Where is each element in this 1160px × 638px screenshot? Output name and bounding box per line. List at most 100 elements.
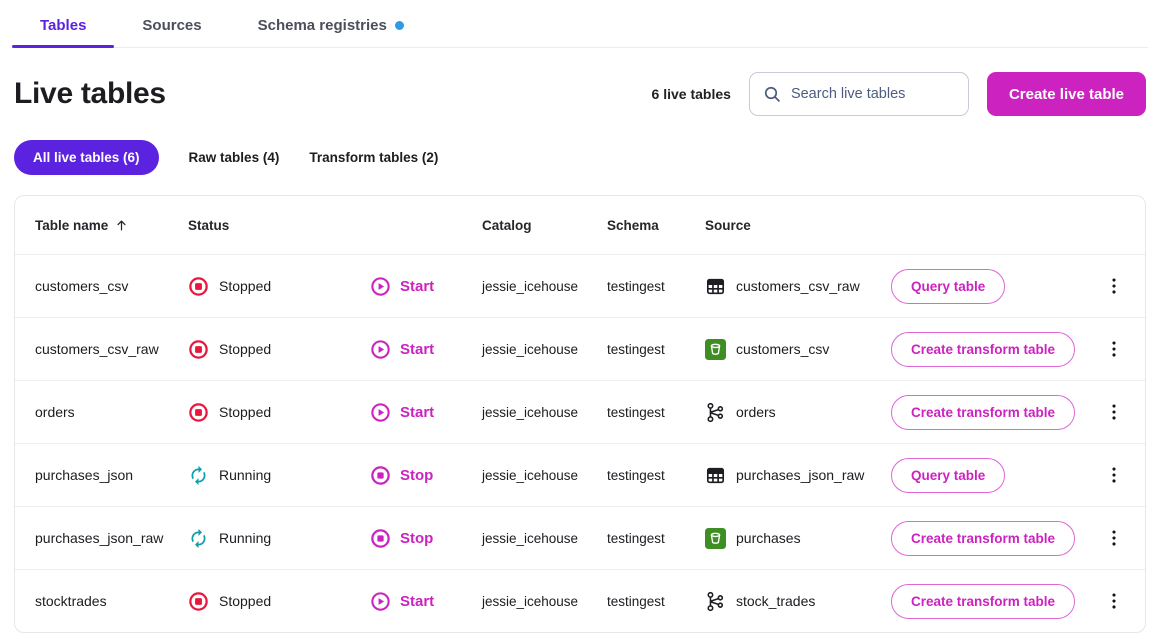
create-transform-table-button[interactable]: Create transform table (891, 583, 1076, 619)
stopped-icon (188, 276, 209, 297)
stopped-icon (188, 402, 209, 423)
query-table-button[interactable]: Query table (891, 457, 1006, 493)
tab-sources[interactable]: Sources (114, 0, 229, 47)
search-box[interactable] (748, 72, 969, 116)
page-header: Live tables 6 live tables Create live ta… (14, 72, 1146, 116)
schema-cell: testingest (607, 278, 665, 294)
top-tab-bar: Tables Sources Schema registries (12, 0, 1148, 48)
row-menu-kebab-icon[interactable] (1103, 527, 1125, 549)
filter-pill-label: Raw tables (4) (188, 150, 280, 165)
table-row: customers_csv Stopped Start jessie_iceho… (15, 254, 1145, 317)
sort-ascending-icon (117, 220, 126, 230)
table-row: purchases_json_raw Running Stop jessie_i… (15, 506, 1145, 569)
catalog-cell: jessie_icehouse (482, 404, 579, 420)
table-name-cell: purchases_json_raw (35, 530, 164, 546)
play-icon (370, 591, 391, 612)
column-header-source: Source (705, 217, 751, 233)
source-cell: customers_csv_raw (705, 276, 891, 297)
running-icon (188, 465, 209, 486)
column-header-catalog: Catalog (482, 217, 532, 233)
filter-pill-raw-tables-4[interactable]: Raw tables (4) (189, 140, 280, 175)
action-start[interactable]: Start (370, 402, 482, 423)
table-row: orders Stopped Start jessie_icehouse tes… (15, 380, 1145, 443)
play-icon (370, 276, 391, 297)
action-label: Start (400, 340, 435, 358)
action-start[interactable]: Start (370, 591, 482, 612)
search-input[interactable] (790, 86, 956, 102)
filter-pill-label: Transform tables (2) (309, 150, 439, 165)
status-cell: Running (188, 465, 370, 486)
notification-dot (394, 21, 404, 30)
tab-tables[interactable]: Tables (12, 0, 115, 48)
schema-cell: testingest (607, 530, 665, 546)
action-label: Start (400, 592, 435, 610)
table-name-cell: customers_csv (35, 278, 129, 294)
catalog-cell: jessie_icehouse (482, 467, 579, 483)
page-title: Live tables (14, 77, 166, 110)
source-label: stock_trades (736, 593, 816, 609)
status-label: Running (219, 530, 272, 546)
status-cell: Stopped (188, 591, 370, 612)
table-name-cell: purchases_json (35, 467, 134, 483)
filter-pill-all-live-tables-6[interactable]: All live tables (6) (14, 140, 159, 175)
tab-label: Sources (142, 17, 202, 34)
create-live-table-button[interactable]: Create live table (986, 72, 1146, 116)
column-header-schema: Schema (607, 217, 659, 233)
row-menu-kebab-icon[interactable] (1103, 590, 1125, 612)
source-label: orders (736, 404, 776, 420)
status-cell: Stopped (188, 402, 370, 423)
tab-label: Tables (40, 17, 87, 34)
table-row: purchases_json Running Stop jessie_iceho… (15, 443, 1145, 506)
table-row: customers_csv_raw Stopped Start jessie_i… (15, 317, 1145, 380)
action-start[interactable]: Start (370, 276, 482, 297)
source-label: purchases (736, 530, 801, 546)
source-cell: customers_csv (705, 338, 891, 360)
live-tables-card: Table name Status Catalog Schema Source … (14, 195, 1146, 633)
status-label: Stopped (219, 278, 272, 294)
status-cell: Stopped (188, 276, 370, 297)
schema-cell: testingest (607, 467, 665, 483)
filter-pill-transform-tables-2[interactable]: Transform tables (2) (309, 140, 438, 175)
action-label: Stop (400, 466, 434, 484)
search-icon (764, 86, 780, 102)
live-tables-count: 6 live tables (651, 86, 731, 102)
column-header-table-name[interactable]: Table name (35, 218, 188, 233)
schema-cell: testingest (607, 404, 665, 420)
bucket-icon (705, 527, 726, 549)
table-body: customers_csv Stopped Start jessie_iceho… (15, 254, 1145, 632)
row-menu-kebab-icon[interactable] (1103, 464, 1125, 486)
catalog-cell: jessie_icehouse (482, 593, 579, 609)
row-menu-kebab-icon[interactable] (1103, 338, 1125, 360)
stop-icon (370, 528, 391, 549)
create-transform-table-button[interactable]: Create transform table (891, 331, 1076, 367)
bucket-icon (705, 338, 726, 360)
action-label: Stop (400, 529, 434, 547)
action-label: Start (400, 403, 435, 421)
status-label: Stopped (219, 593, 272, 609)
catalog-cell: jessie_icehouse (482, 278, 579, 294)
source-label: customers_csv (736, 341, 830, 357)
row-menu-kebab-icon[interactable] (1103, 401, 1125, 423)
column-header-status: Status (188, 217, 230, 233)
table-icon (705, 276, 726, 297)
action-stop[interactable]: Stop (370, 528, 482, 549)
tab-schema-registries[interactable]: Schema registries (230, 0, 432, 47)
table-header-row: Table name Status Catalog Schema Source (15, 196, 1145, 254)
play-icon (370, 339, 391, 360)
create-transform-table-button[interactable]: Create transform table (891, 394, 1076, 430)
source-cell: purchases (705, 527, 891, 549)
row-menu-kebab-icon[interactable] (1103, 275, 1125, 297)
kafka-icon (705, 591, 726, 612)
filter-pill-group: All live tables (6) Raw tables (4) Trans… (0, 116, 1160, 187)
source-cell: stock_trades (705, 591, 891, 612)
status-cell: Stopped (188, 339, 370, 360)
action-start[interactable]: Start (370, 339, 482, 360)
action-stop[interactable]: Stop (370, 465, 482, 486)
table-name-cell: stocktrades (35, 593, 107, 609)
create-transform-table-button[interactable]: Create transform table (891, 520, 1076, 556)
stopped-icon (188, 591, 209, 612)
table-row: stocktrades Stopped Start jessie_icehous… (15, 569, 1145, 632)
play-icon (370, 402, 391, 423)
query-table-button[interactable]: Query table (891, 268, 1006, 304)
catalog-cell: jessie_icehouse (482, 341, 579, 357)
